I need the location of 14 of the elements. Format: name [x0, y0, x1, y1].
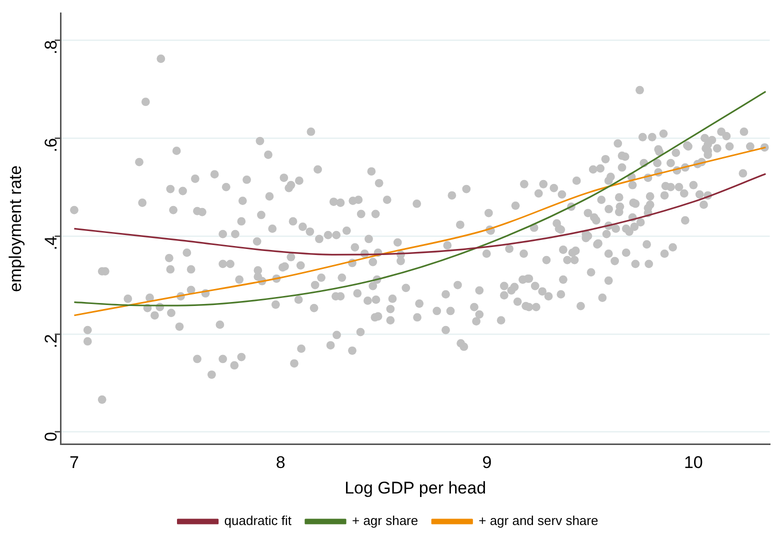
x-axis-title: Log GDP per head — [344, 478, 486, 498]
y-tick-label: .4 — [41, 236, 60, 250]
x-tick-label: 9 — [482, 453, 492, 472]
x-tick-label: 8 — [276, 453, 286, 472]
y-tick-label: .8 — [41, 40, 60, 54]
legend-label: + agr and serv share — [478, 513, 598, 528]
legend-label: quadratic fit — [224, 513, 292, 528]
y-tick-label: 0 — [41, 432, 60, 442]
x-tick-label: 7 — [69, 453, 79, 472]
y-tick-label: .6 — [41, 138, 60, 152]
y-axis-title: employment rate — [6, 165, 25, 292]
y-tick-label: .2 — [41, 334, 60, 348]
x-tick-label: 10 — [684, 453, 703, 472]
legend-label: + agr share — [352, 513, 418, 528]
